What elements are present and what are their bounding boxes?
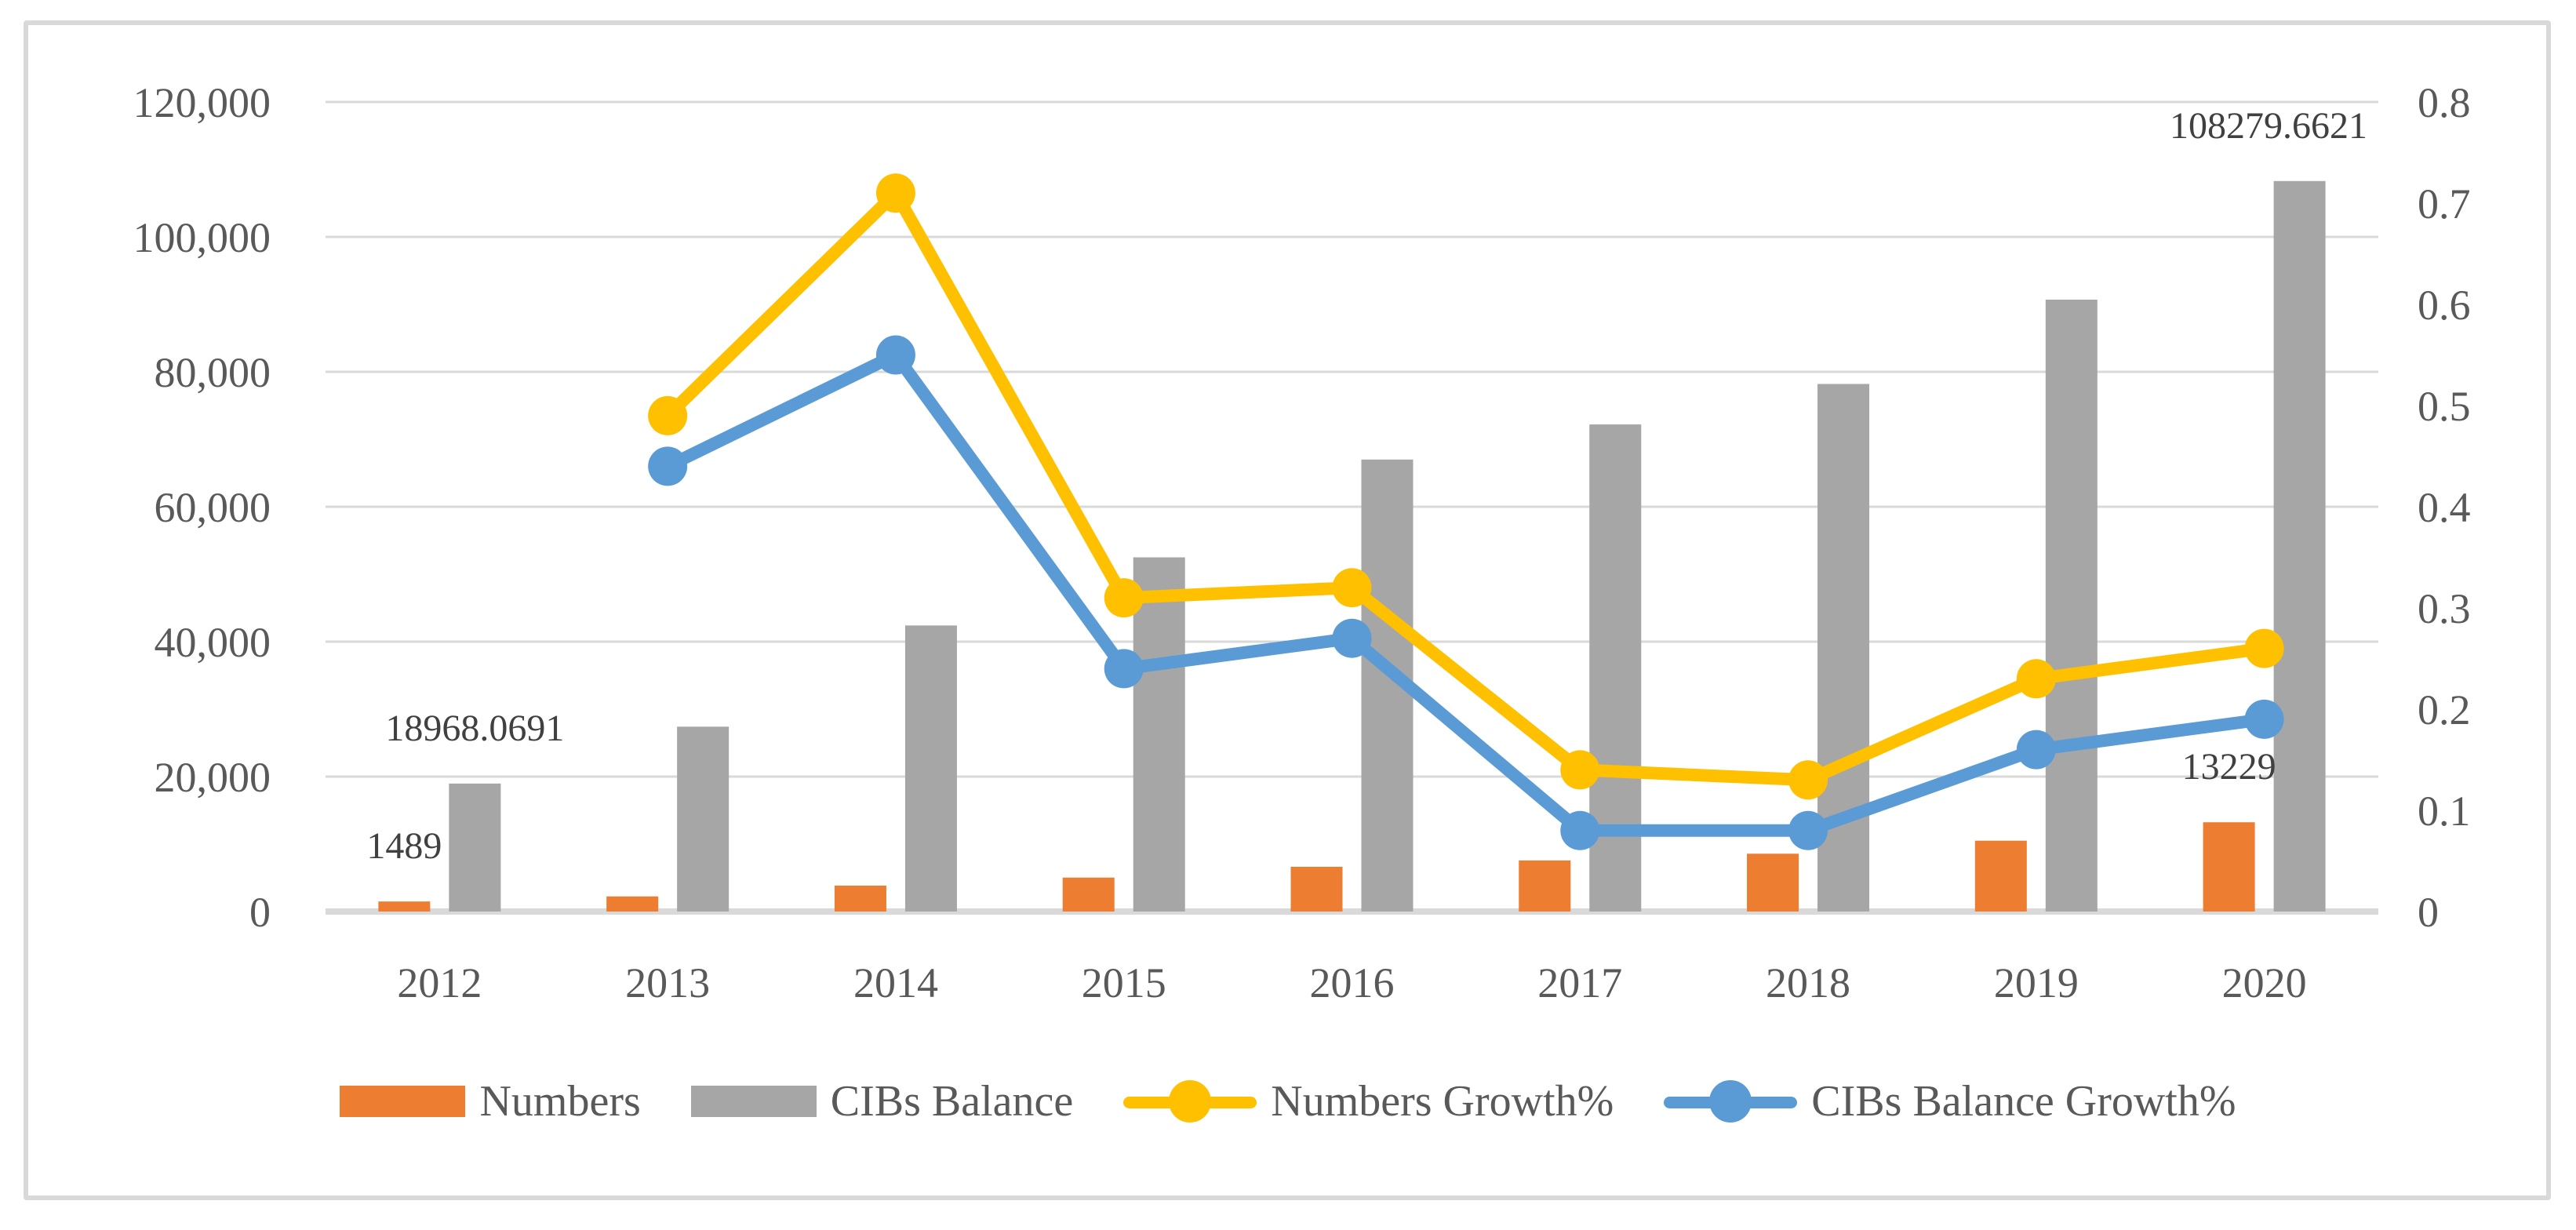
marker-numbers-growth-2020 [2244,628,2284,668]
x-axis-label-2020: 2020 [2222,959,2307,1006]
gridlines [326,100,2378,915]
legend-label-cibs-balance: CIBs Balance [830,1077,1074,1126]
marker-cibs-balance-growth-2016 [1332,618,1372,658]
marker-cibs-balance-growth-2014 [875,335,915,375]
marker-cibs-balance-growth-2020 [2244,699,2284,739]
x-axis-label-2019: 2019 [1994,959,2079,1006]
bar-numbers-2015 [1062,877,1115,912]
x-axis-label-2014: 2014 [853,959,938,1006]
left-axis-tick: 100,000 [133,214,271,261]
left-axis-tick: 40,000 [155,619,271,666]
chart-legend: Numbers CIBs Balance Numbers Growth% CIBs B… [0,1076,2576,1126]
legend-swatch-cibs-balance [690,1086,817,1117]
marker-numbers-growth-2015 [1104,578,1144,618]
left-axis-tick: 0 [249,889,271,936]
x-axis-label-2015: 2015 [1082,959,1166,1006]
legend-label-numbers-growth: Numbers Growth% [1271,1077,1614,1126]
bar-cibs-balance-2015 [1133,557,1185,912]
marker-cibs-balance-growth-2013 [648,446,688,486]
legend-item-cibs-balance-growth: CIBs Balance Growth% [1664,1076,2236,1126]
bar-numbers-2014 [834,885,886,912]
bar-numbers-2012 [378,901,431,912]
marker-numbers-growth-2017 [1560,750,1600,790]
line-numbers-growth [661,187,2271,787]
right-axis-tick: 0.2 [2418,686,2471,733]
x-axis: 2012 2013 2014 2015 2016 2017 2018 2019 2020 [397,959,2306,1006]
data-label-numbers-2012: 1489 [366,825,442,867]
right-axis-tick: 0 [2418,889,2439,936]
right-axis-tick: 0.5 [2418,383,2471,430]
legend-marker-icon [1169,1080,1212,1123]
right-axis: 0 0.1 0.2 0.3 0.4 0.5 0.6 0.7 0.8 [2418,79,2471,936]
x-axis-label-2018: 2018 [1766,959,1850,1006]
left-axis: 0 20,000 40,000 60,000 80,000 100,000 120,000 [133,79,271,936]
bar-numbers-2018 [1747,853,1799,912]
right-axis-tick: 0.1 [2418,788,2471,835]
x-axis-label-2016: 2016 [1310,959,1395,1006]
bar-cibs-balance-2014 [904,625,957,912]
left-axis-tick: 20,000 [155,754,271,801]
legend-item-cibs-balance: CIBs Balance [690,1076,1074,1126]
bar-cibs-balance-2019 [2045,299,2098,912]
marker-cibs-balance-growth-2017 [1560,810,1600,850]
marker-numbers-growth-2019 [2016,659,2056,699]
x-axis-label-2017: 2017 [1537,959,1622,1006]
bar-cibs-balance-2012 [449,783,501,912]
right-axis-tick: 0.8 [2418,79,2471,126]
x-axis-label-2013: 2013 [625,959,710,1006]
marker-numbers-growth-2018 [1788,760,1828,800]
bar-cibs-balance-2020 [2273,180,2326,912]
right-axis-tick: 0.6 [2418,282,2471,329]
line-series-cibs-balance-growth [648,335,2284,850]
marker-numbers-growth-2014 [875,173,915,213]
marker-numbers-growth-2016 [1332,568,1372,608]
data-label-cibs-balance-2020: 108279.6621 [2170,105,2367,147]
legend-swatch-cibs-balance-growth [1664,1079,1798,1123]
bar-numbers-2017 [1519,860,1571,912]
bar-series-numbers [378,822,2255,912]
marker-cibs-balance-growth-2018 [1788,810,1828,850]
chart-border [24,20,2551,1200]
legend-label-cibs-balance-growth: CIBs Balance Growth% [1811,1077,2236,1126]
right-axis-tick: 0.3 [2418,585,2471,632]
bar-numbers-2016 [1290,866,1343,912]
data-labels: 1489 18968.0691 13229 108279.6621 [366,105,2367,867]
legend-swatch-numbers [340,1086,466,1117]
legend-marker-icon [1709,1080,1752,1123]
data-label-numbers-2020: 13229 [2182,746,2276,788]
bar-numbers-2013 [606,896,659,912]
left-axis-tick: 120,000 [133,79,271,126]
right-axis-tick: 0.4 [2418,484,2471,531]
marker-cibs-balance-growth-2015 [1104,649,1144,689]
marker-numbers-growth-2013 [648,395,688,435]
bar-cibs-balance-2013 [677,726,730,912]
bar-numbers-2020 [2203,822,2255,912]
legend-item-numbers-growth: Numbers Growth% [1123,1076,1614,1126]
legend-label-numbers: Numbers [479,1077,641,1126]
legend-swatch-numbers-growth [1123,1079,1257,1123]
line-series-numbers-growth [648,173,2284,800]
line-cibs-balance-growth [661,348,2271,837]
left-axis-tick: 80,000 [155,349,271,396]
data-label-cibs-balance-2012: 18968.0691 [385,708,564,749]
legend-item-numbers: Numbers [340,1076,641,1126]
marker-cibs-balance-growth-2019 [2016,730,2056,770]
right-axis-tick: 0.7 [2418,180,2471,227]
x-axis-label-2012: 2012 [397,959,482,1006]
left-axis-tick: 60,000 [155,484,271,531]
bar-numbers-2019 [1974,840,2027,912]
